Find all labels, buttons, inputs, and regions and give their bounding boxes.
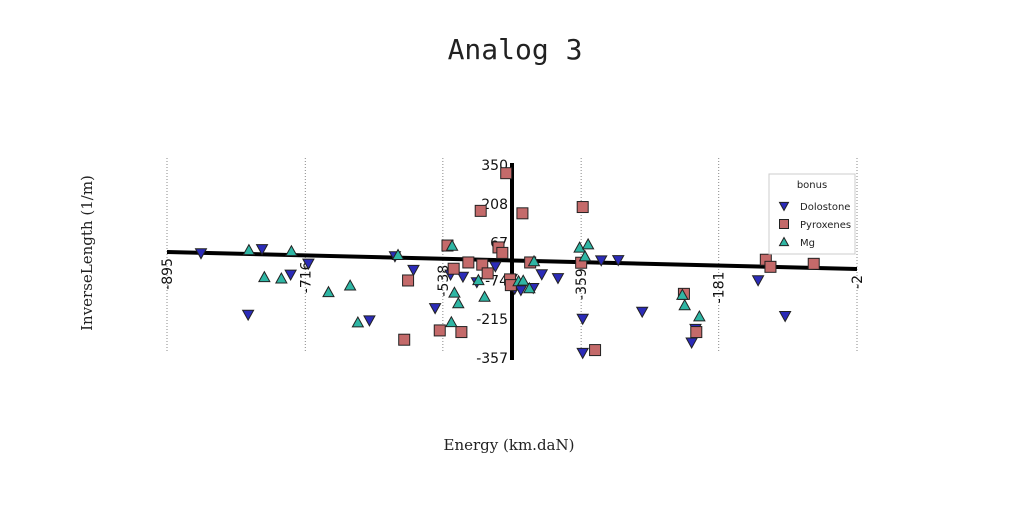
data-point (611, 255, 625, 267)
legend: bonus Dolostone Pyroxenes Mg (768, 173, 856, 255)
data-point (576, 313, 590, 326)
legend-title: bonus (797, 180, 827, 191)
data-point (527, 254, 541, 267)
data-point (448, 286, 461, 298)
data-point (455, 326, 468, 339)
data-point (258, 270, 271, 283)
data-point (456, 271, 470, 284)
axes (166, 163, 858, 360)
data-point (275, 272, 288, 284)
data-point (496, 246, 509, 259)
legend-label: Dolostone (800, 202, 850, 213)
data-point (363, 315, 376, 327)
data-point (578, 249, 592, 262)
data-point (444, 315, 458, 328)
data-point (594, 255, 608, 267)
data-point (447, 262, 460, 275)
data-point (474, 204, 487, 217)
data-point (778, 311, 792, 323)
x-tick-label: -895 (160, 258, 176, 290)
data-point (576, 347, 590, 360)
y-tick-label: 208 (481, 197, 508, 213)
data-point (551, 273, 565, 285)
data-point (478, 290, 491, 302)
series-pyroxenes (398, 167, 820, 357)
legend-label: Pyroxenes (800, 220, 851, 231)
x-axis-line (166, 250, 858, 271)
x-tick-label: -181 (712, 272, 728, 304)
data-point (764, 260, 777, 273)
data-point (242, 243, 256, 256)
y-tick-label: -215 (476, 312, 508, 328)
data-point (351, 315, 365, 328)
y-tick-label: -357 (476, 351, 508, 367)
x-tick-label: -2 (850, 275, 866, 289)
chart-title: Analog 3 (448, 33, 583, 66)
data-point (535, 269, 549, 281)
data-point (676, 288, 689, 300)
data-point (685, 337, 698, 349)
data-point (402, 274, 415, 287)
legend-marker (778, 236, 790, 247)
data-point (500, 167, 513, 180)
data-point (516, 274, 530, 286)
data-point (255, 244, 269, 256)
data-point (576, 201, 589, 214)
data-point (481, 267, 494, 280)
data-point (322, 285, 335, 298)
data-point (751, 275, 765, 287)
x-tick-label: -716 (298, 261, 314, 293)
legend-marker (779, 219, 789, 229)
data-point (241, 309, 255, 322)
x-tick-label: -359 (574, 268, 590, 300)
y-axis-label: InverseLength (1/m) (78, 175, 96, 331)
data-point (284, 269, 297, 281)
data-point (407, 264, 420, 277)
data-point (428, 303, 442, 315)
data-point (302, 258, 315, 271)
data-point (589, 344, 602, 357)
data-point (635, 306, 649, 319)
data-point (807, 257, 820, 270)
data-points (194, 167, 820, 360)
data-point (581, 237, 595, 250)
data-point (433, 324, 446, 337)
data-point (472, 273, 485, 286)
data-point (343, 279, 357, 291)
data-point (462, 256, 475, 269)
data-point (516, 207, 529, 220)
data-point (285, 244, 298, 257)
series-mg (242, 237, 706, 328)
data-point (489, 261, 502, 273)
data-point (693, 309, 706, 322)
data-point (391, 248, 405, 260)
legend-label: Mg (800, 238, 815, 249)
data-point (690, 326, 703, 339)
data-point (451, 296, 465, 309)
data-point (398, 333, 411, 346)
data-point (194, 248, 208, 260)
data-point (573, 241, 586, 253)
series-dolostone (194, 244, 792, 360)
data-point (445, 239, 459, 251)
legend-marker (778, 201, 790, 212)
data-point (523, 281, 536, 294)
data-point (678, 298, 692, 311)
x-axis-label: Energy (km.daN) (444, 436, 575, 454)
